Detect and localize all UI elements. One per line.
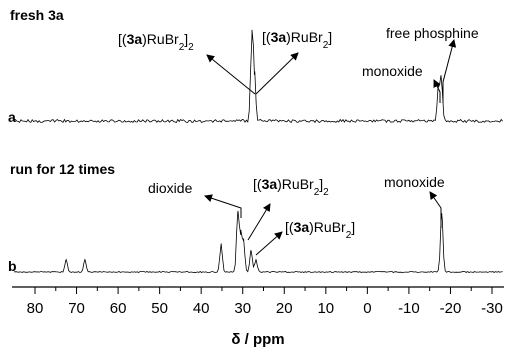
panel-a-title: fresh 3a [10,7,64,23]
panel-b-letter: b [8,258,17,274]
x-tick-label: 40 [193,300,210,317]
arrow-b-monomer [255,231,283,256]
x-tick-label: -20 [440,300,462,317]
panel-b-title: run for 12 times [10,161,115,177]
annotation-b-dimer: [(3a)RuBr2]2 [253,176,329,198]
spectrum-trace-b [13,210,503,273]
x-axis-ticks: 80 70 60 50 40 30 20 10 0 -10 -20 -30 [27,287,503,317]
arrow-b-dimer [247,203,271,241]
x-tick-label: 80 [27,300,44,317]
annotation-a-free-phosphine: free phosphine [386,25,479,41]
x-tick-label: 10 [317,300,334,317]
x-tick-label: 0 [363,300,371,317]
annotation-b-monomer: [(3a)RuBr2] [285,219,355,241]
annotation-a-monoxide: monoxide [362,63,423,79]
arrow-b-monoxide [429,191,442,228]
x-tick-label: 30 [234,300,251,317]
arrow-a-monoxide [433,79,441,103]
arrow-a-free-phosphine [442,39,457,103]
annotation-b-dioxide: dioxide [148,180,193,196]
panel-a-letter: a [8,109,16,125]
x-tick-label: 60 [110,300,127,317]
x-tick-label: -10 [398,300,420,317]
x-axis-title: δ / ppm [231,331,284,348]
x-tick-label: 20 [276,300,293,317]
annotation-b-monoxide: monoxide [384,174,445,190]
arrow-a-monomer [255,52,299,95]
arrow-b-dioxide [204,194,242,218]
x-tick-label: 50 [151,300,168,317]
x-tick-label: 70 [68,300,85,317]
annotation-a-monomer: [(3a)RuBr2] [262,29,332,51]
spectrum-trace-a [14,29,503,124]
x-tick-label: -30 [481,300,503,317]
annotation-a-dimer: [(3a)RuBr2]2 [118,31,194,53]
arrow-a-dimer [206,54,256,95]
